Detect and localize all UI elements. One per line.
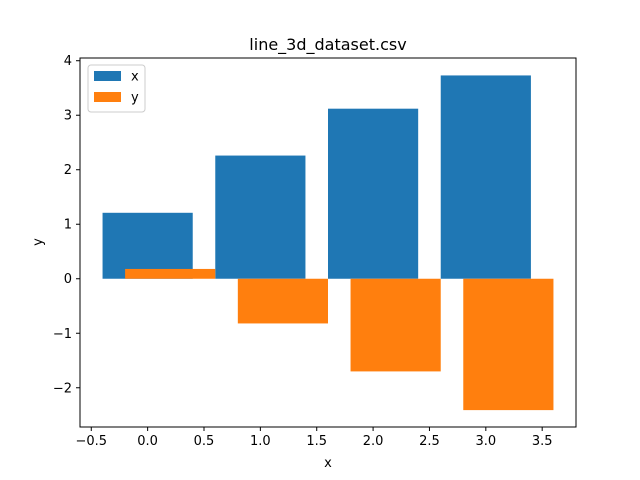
- axes-frame: [79, 57, 577, 428]
- bar-x-2: [328, 108, 419, 279]
- bar-y-0: [125, 268, 216, 279]
- x-axis-ticks: −0.5 0.0 0.5 1.0 1.5 2.0 2.5 3.0 3.5: [75, 427, 553, 449]
- legend-swatch-y: [94, 92, 121, 102]
- x-tick-label: 3.5: [532, 434, 553, 449]
- bar-y-3: [463, 278, 554, 411]
- legend-items: xy: [94, 70, 139, 106]
- bar-y-1: [237, 278, 328, 324]
- x-tick-label: 2.5: [419, 434, 440, 449]
- legend: xy: [87, 64, 146, 113]
- legend-swatch-x: [94, 71, 121, 81]
- y-axis-ticks: −2 −1 0 1 2 3 4: [53, 54, 80, 396]
- y-tick-label: 1: [64, 218, 72, 233]
- bar-x-3: [440, 75, 531, 279]
- y-tick-label: 0: [64, 272, 72, 287]
- chart-title: line_3d_dataset.csv: [249, 35, 406, 55]
- y-tick-label: 3: [64, 109, 72, 124]
- x-tick-label: 2.0: [363, 434, 384, 449]
- y-tick-label: 4: [64, 54, 72, 69]
- legend-label-y: y: [131, 91, 139, 106]
- bars-group: [102, 75, 554, 411]
- x-tick-label: 1.5: [306, 434, 327, 449]
- bar-x-0: [102, 212, 193, 279]
- x-tick-label: 0.0: [137, 434, 158, 449]
- x-tick-label: 0.5: [194, 434, 215, 449]
- bar-y-2: [350, 278, 441, 372]
- bar-x-1: [215, 155, 306, 279]
- x-tick-label: 3.0: [475, 434, 496, 449]
- y-axis-label: y: [31, 238, 46, 246]
- x-tick-label: 1.0: [250, 434, 271, 449]
- y-tick-label: −1: [53, 327, 72, 342]
- legend-label-x: x: [131, 70, 139, 85]
- x-tick-label: −0.5: [75, 434, 107, 449]
- y-tick-label: −2: [53, 381, 72, 396]
- y-tick-label: 2: [64, 163, 72, 178]
- x-axis-label: x: [324, 456, 332, 471]
